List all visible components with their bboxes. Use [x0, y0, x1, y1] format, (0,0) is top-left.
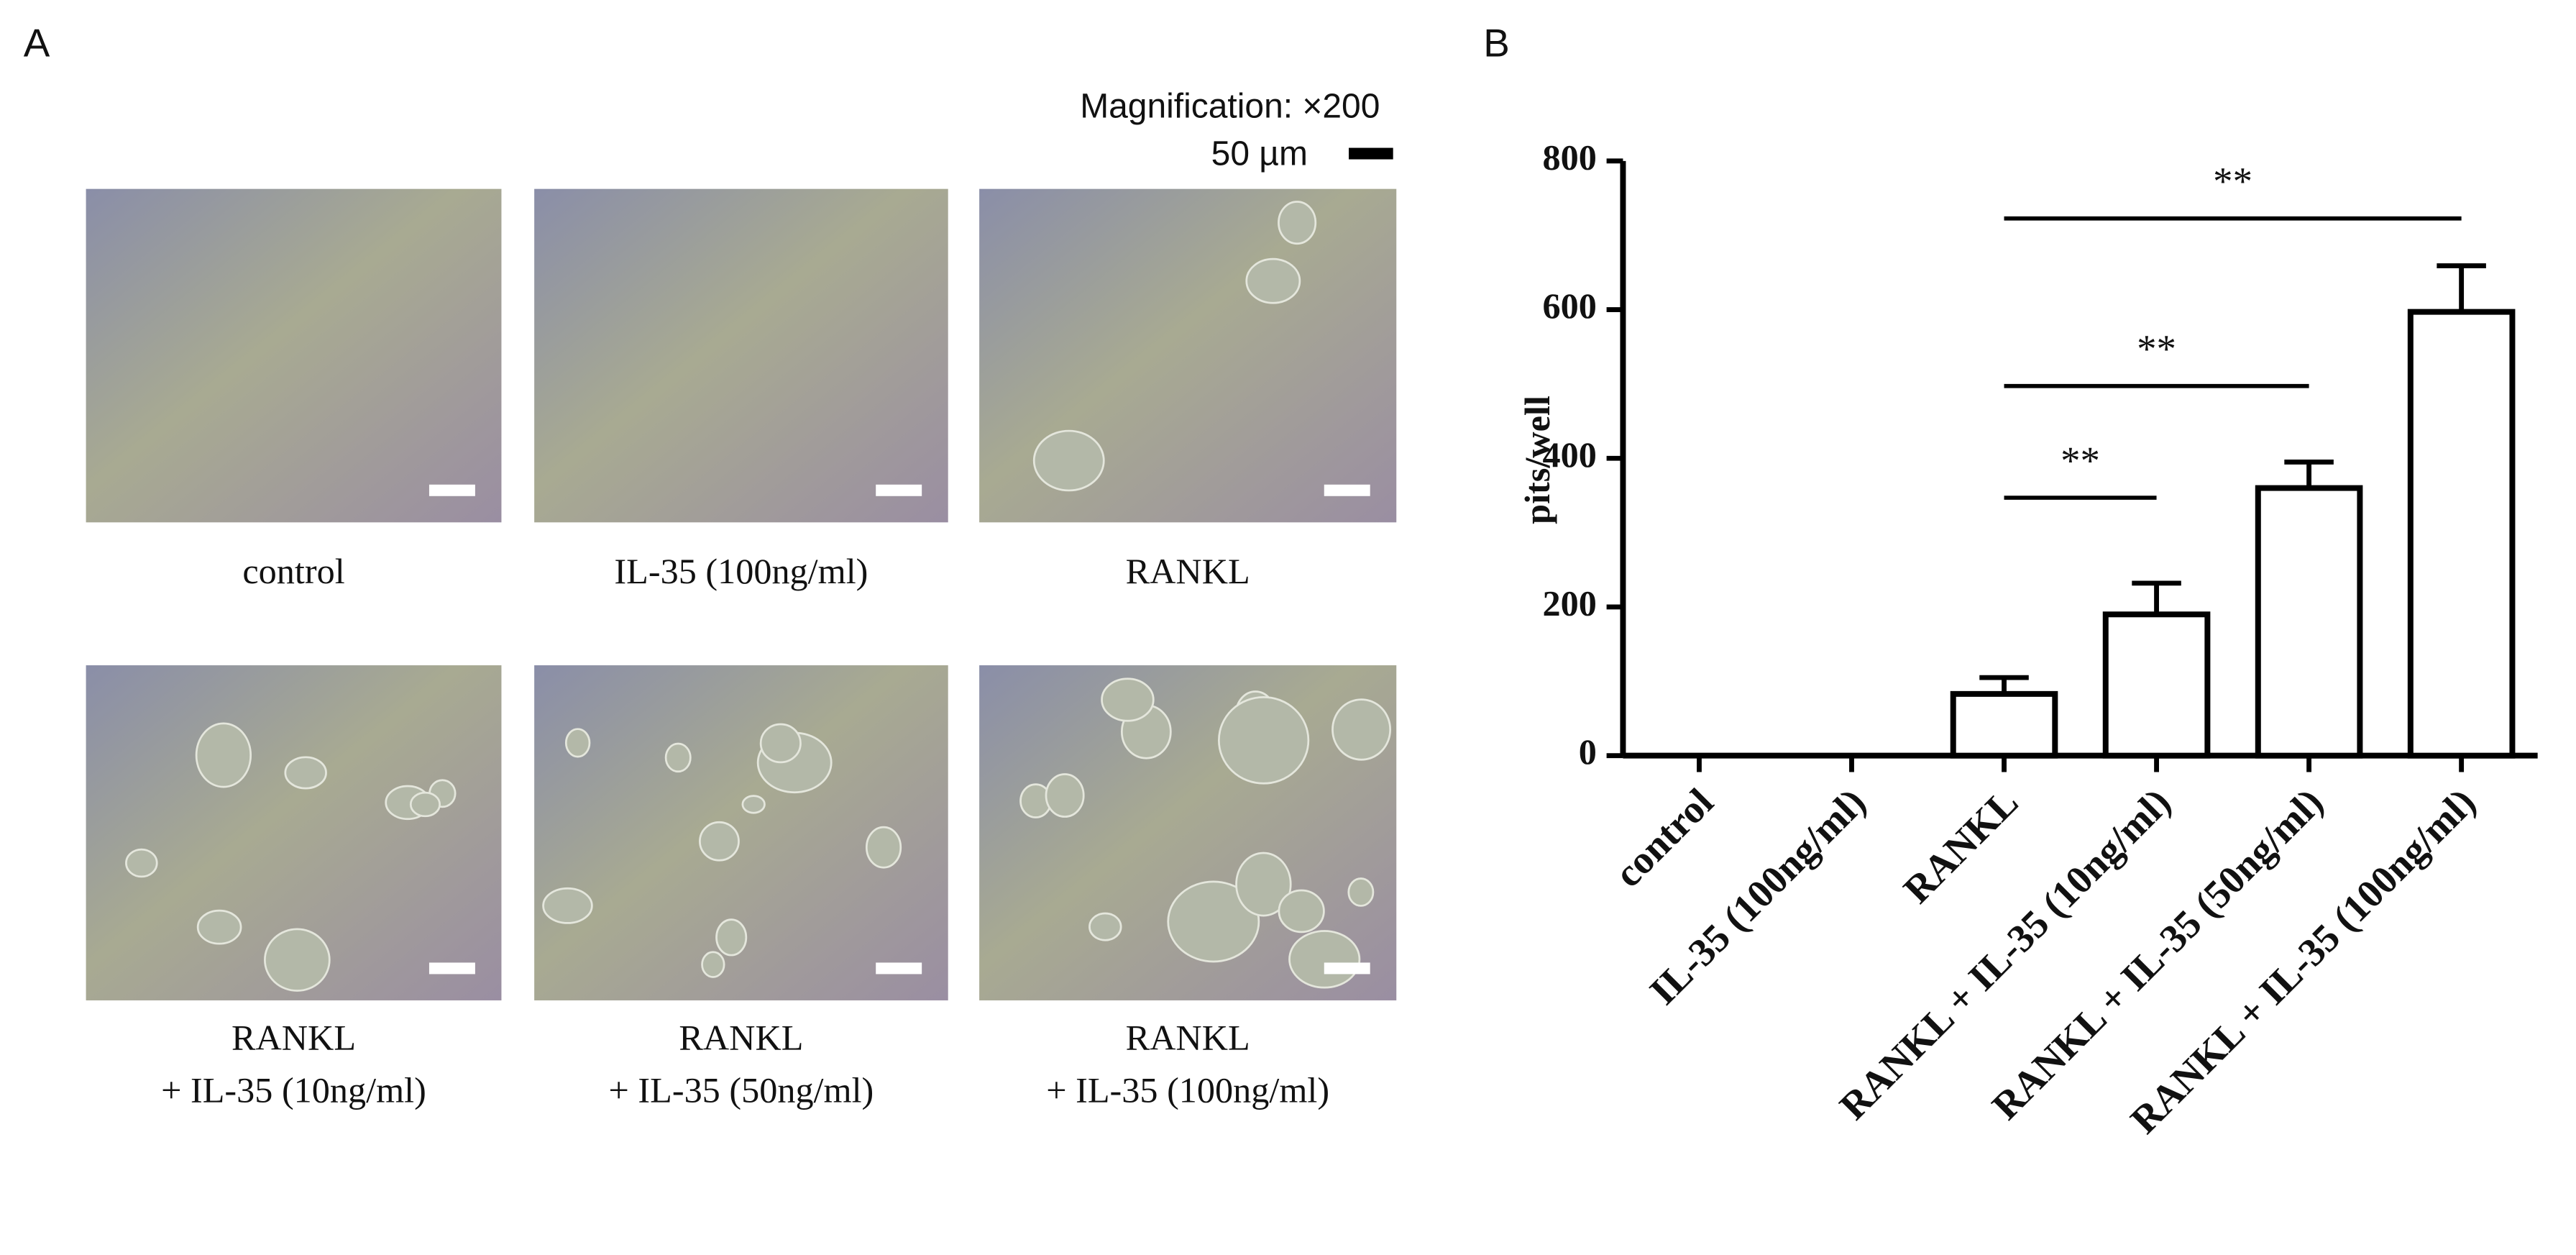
magnification: Magnification: ×200	[1080, 87, 1380, 125]
resorption-pit	[1217, 696, 1310, 785]
caption: IL-35 (100ng/ml)	[614, 551, 868, 591]
caption: RANKL	[1126, 1018, 1250, 1058]
caption: RANKL	[679, 1018, 803, 1058]
x-tick-label: control	[1606, 780, 1722, 895]
y-tick-label: 800	[1543, 137, 1597, 177]
bar	[2102, 611, 2211, 759]
resorption-pit	[1088, 912, 1122, 941]
y-tick-label: 200	[1543, 583, 1597, 623]
resorption-pit	[715, 918, 748, 957]
bar	[2407, 309, 2516, 759]
y-tick-label: 400	[1543, 434, 1597, 475]
scale-bar	[876, 962, 922, 975]
y-tick-label: 0	[1579, 731, 1597, 772]
scale-bar	[1349, 147, 1393, 160]
resorption-pit	[865, 826, 902, 869]
resorption-pit	[741, 795, 766, 814]
resorption-pit	[409, 791, 441, 818]
y-axis-label: pits/well	[1517, 396, 1557, 524]
significance-label: **	[2137, 327, 2176, 371]
caption: RANKL	[232, 1018, 356, 1058]
resorption-pit	[264, 928, 331, 992]
resorption-pit	[284, 756, 327, 790]
caption: + IL-35 (10ng/ml)	[161, 1070, 426, 1110]
scale-bar-label: 50 µm	[1211, 135, 1308, 173]
resorption-pit	[1288, 930, 1361, 989]
scale-bar	[1324, 484, 1370, 496]
y-tick-label: 600	[1543, 286, 1597, 326]
resorption-pit	[125, 848, 158, 878]
resorption-pit	[1278, 201, 1317, 245]
caption: + IL-35 (50ng/ml)	[609, 1070, 874, 1110]
caption: RANKL	[1126, 551, 1250, 591]
resorption-pit	[664, 742, 692, 773]
resorption-pit	[196, 909, 242, 945]
significance-label: **	[2213, 160, 2252, 204]
resorption-pit	[1245, 257, 1301, 304]
panel-label: B	[1483, 20, 1510, 65]
caption: + IL-35 (100ng/ml)	[1046, 1070, 1329, 1110]
resorption-pit	[1032, 429, 1105, 492]
resorption-pit	[1235, 852, 1292, 917]
bar	[1950, 690, 2058, 759]
resorption-pit	[1278, 889, 1325, 934]
resorption-pit	[701, 951, 725, 978]
scale-bar	[428, 962, 475, 975]
scale-bar	[876, 484, 922, 496]
resorption-pit	[1167, 880, 1260, 963]
micrograph	[86, 188, 502, 523]
resorption-pit	[1347, 877, 1375, 907]
scale-bar	[1324, 962, 1370, 975]
micrograph	[534, 188, 948, 523]
caption: control	[242, 551, 344, 591]
resorption-pit	[542, 887, 593, 924]
scale-bar	[428, 484, 475, 496]
x-tick-label: RANKL	[1895, 780, 2027, 911]
resorption-pit	[759, 723, 802, 764]
resorption-pit	[1101, 677, 1155, 722]
bar	[2255, 485, 2363, 759]
significance-label: **	[2061, 439, 2100, 483]
resorption-pit	[195, 722, 252, 788]
resorption-pit	[699, 821, 740, 862]
resorption-pit	[1045, 773, 1085, 818]
panel-label: A	[24, 20, 50, 65]
resorption-pit	[1331, 698, 1392, 761]
resorption-pit	[564, 728, 591, 758]
